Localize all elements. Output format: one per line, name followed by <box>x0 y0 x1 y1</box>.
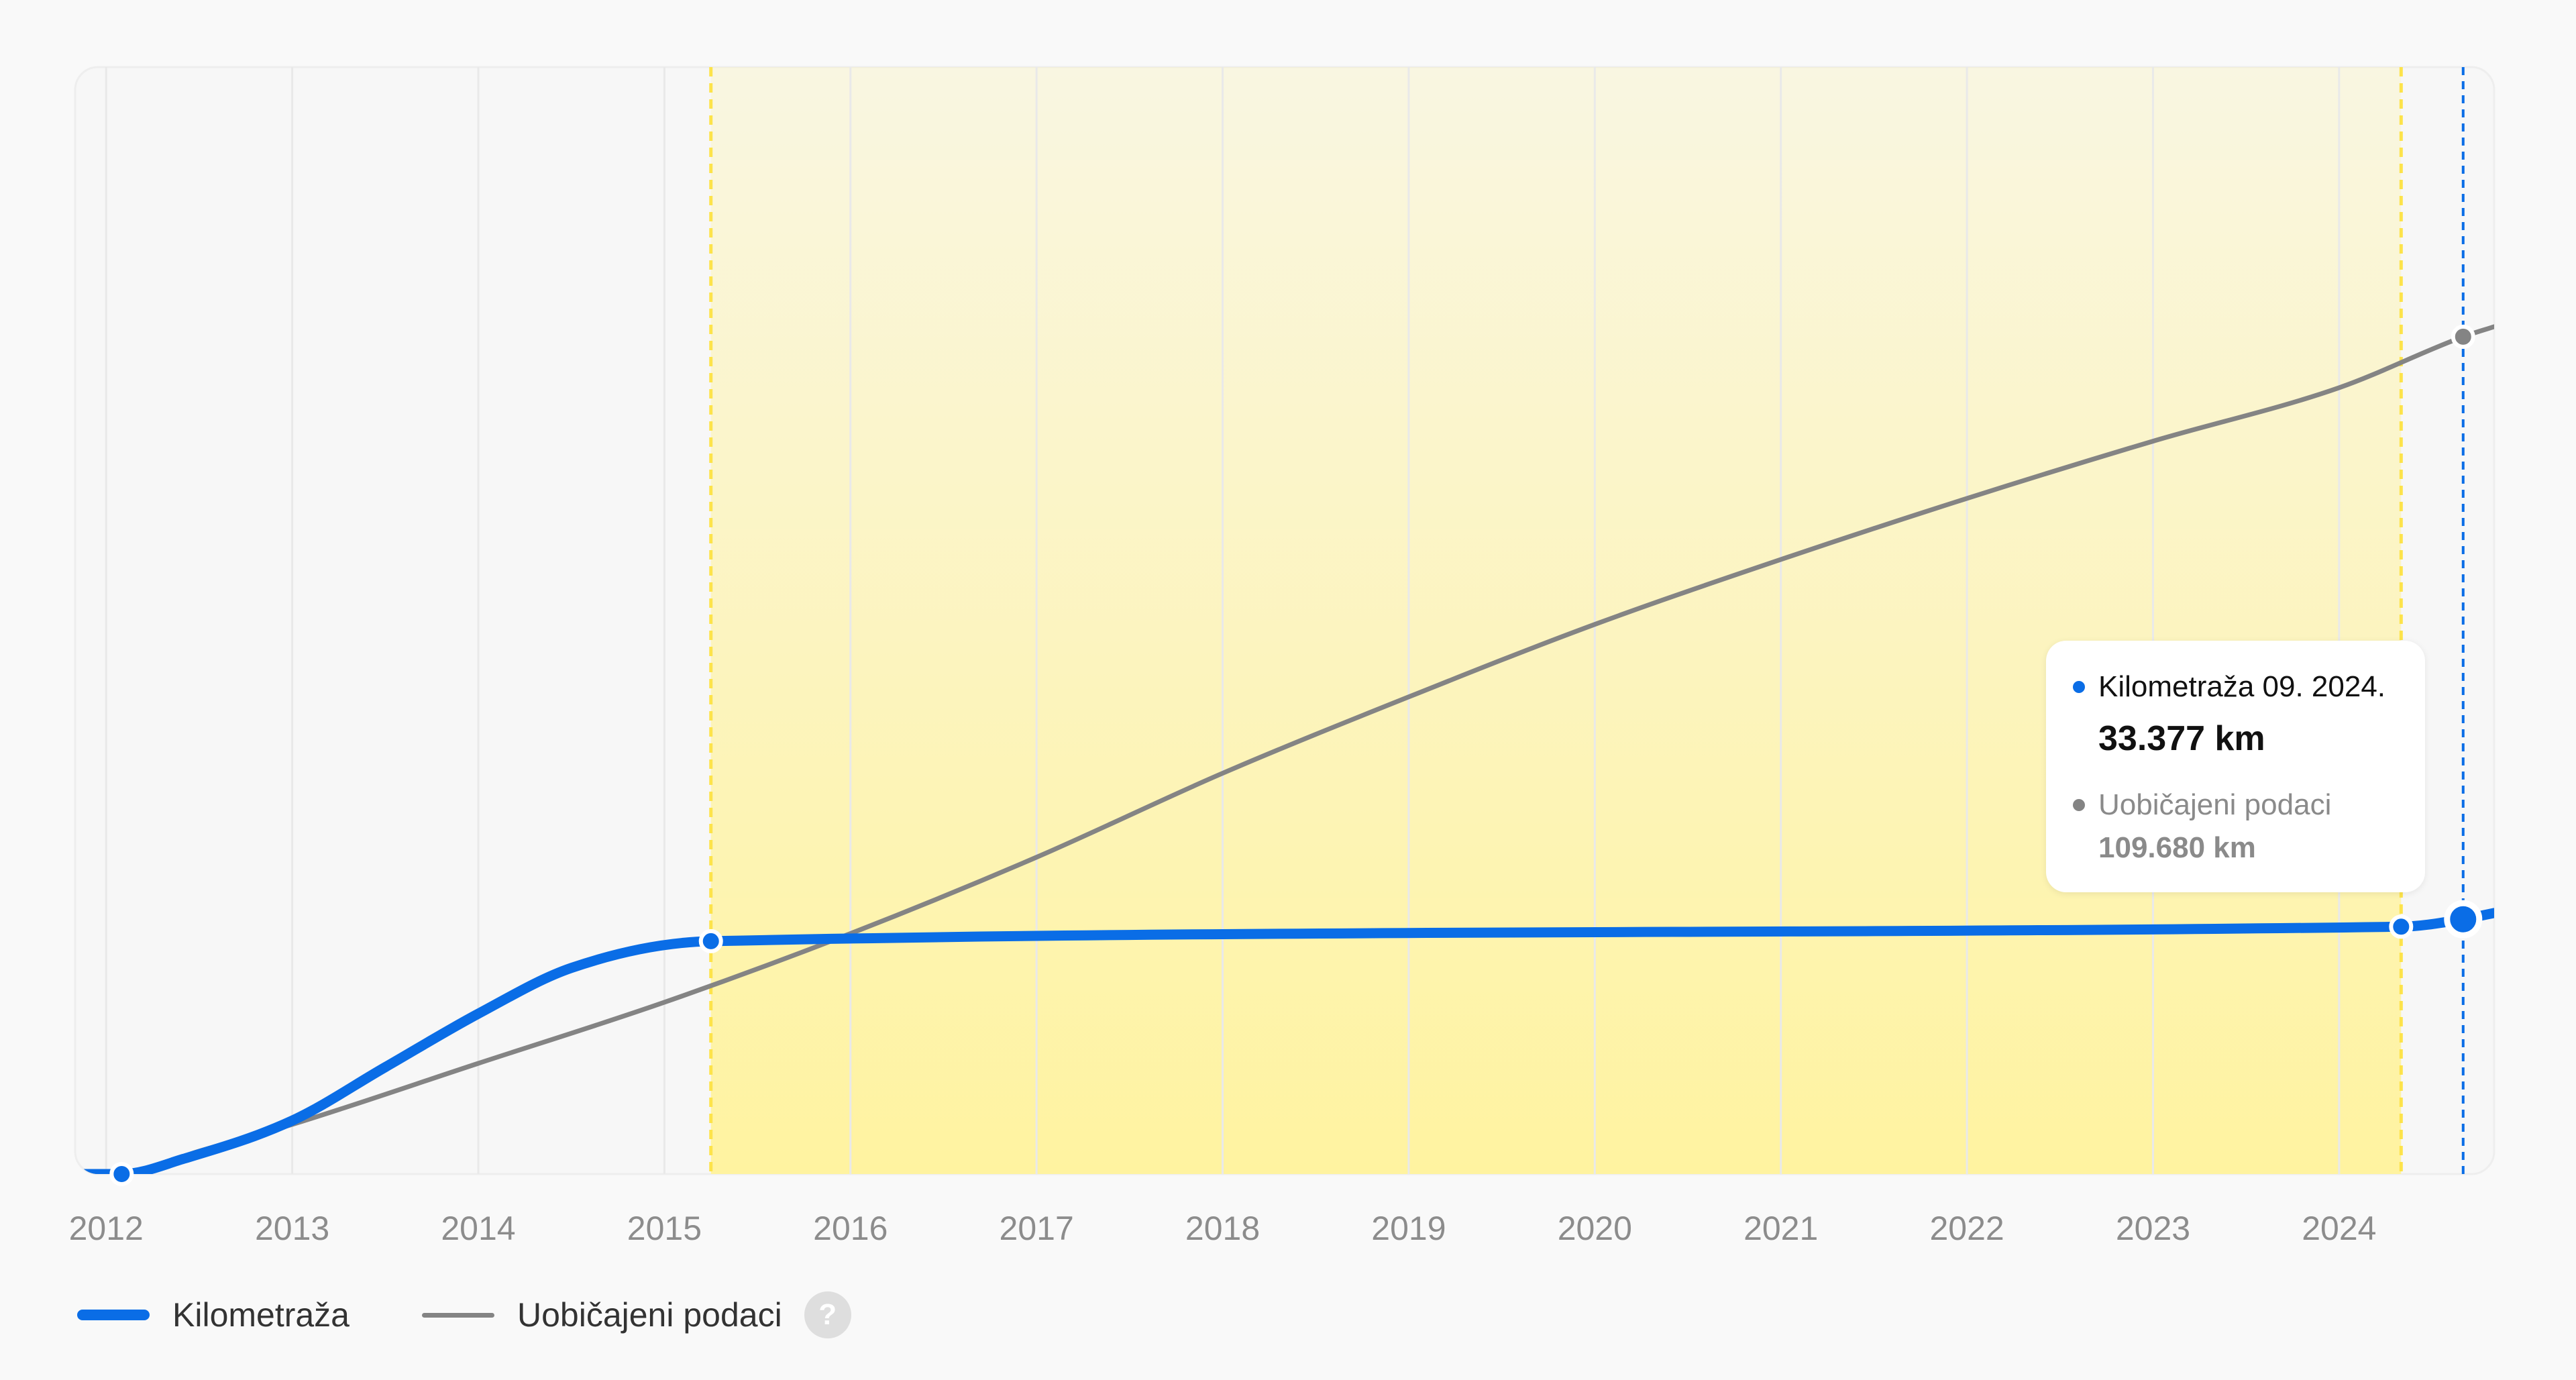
x-tick-2017: 2017 <box>1000 1210 1074 1247</box>
x-tick-2018: 2018 <box>1185 1210 1260 1247</box>
tooltip-primary-value: 33.377 km <box>2098 719 2265 758</box>
help-circle-icon[interactable]: ? <box>804 1291 851 1338</box>
marker-kilometraza-0[interactable] <box>109 1162 134 1186</box>
x-tick-2013: 2013 <box>255 1210 329 1247</box>
legend-swatch-kilometraza <box>77 1310 150 1320</box>
marker-kilometraza-3[interactable] <box>2444 900 2483 939</box>
legend-item-kilometraza[interactable]: Kilometraža <box>77 1295 350 1334</box>
x-tick-2019: 2019 <box>1371 1210 1446 1247</box>
x-tick-2023: 2023 <box>2116 1210 2190 1247</box>
highlight-range <box>710 67 2402 1174</box>
x-tick-2024: 2024 <box>2302 1210 2376 1247</box>
legend-label-uobicajeni-podaci: Uobičajeni podaci <box>517 1296 782 1334</box>
legend-swatch-uobicajeni-podaci <box>422 1312 494 1318</box>
series-line-uobicajeni-podaci <box>75 324 2494 1174</box>
marker-kilometraza-1[interactable] <box>698 928 723 953</box>
tooltip-secondary-value: 109.680 km <box>2098 831 2256 864</box>
tooltip-primary-dot <box>2073 681 2085 693</box>
x-tick-2014: 2014 <box>441 1210 515 1247</box>
x-tick-2022: 2022 <box>1929 1210 2004 1247</box>
tooltip: Kilometraža 09. 2024. 33.377 km Uobičaje… <box>2046 641 2425 892</box>
tooltip-primary-label: Kilometraža 09. 2024. <box>2098 670 2386 703</box>
legend-item-uobicajeni-podaci[interactable]: Uobičajeni podaci <box>422 1295 782 1334</box>
x-tick-2015: 2015 <box>627 1210 702 1247</box>
legend-label-kilometraza: Kilometraža <box>172 1296 350 1334</box>
x-tick-2016: 2016 <box>813 1210 888 1247</box>
series-line-kilometraza <box>75 908 2494 1174</box>
x-tick-2020: 2020 <box>1558 1210 1632 1247</box>
tooltip-secondary-label: Uobičajeni podaci <box>2098 788 2332 821</box>
x-tick-2021: 2021 <box>1743 1210 1818 1247</box>
x-tick-2012: 2012 <box>69 1210 144 1247</box>
legend: Kilometraža Uobičajeni podaci ? <box>77 1291 851 1338</box>
marker-kilometraza-2[interactable] <box>2389 914 2414 939</box>
tooltip-secondary-dot <box>2073 799 2085 811</box>
marker-uobicajeni-podaci-0[interactable] <box>2451 324 2475 349</box>
